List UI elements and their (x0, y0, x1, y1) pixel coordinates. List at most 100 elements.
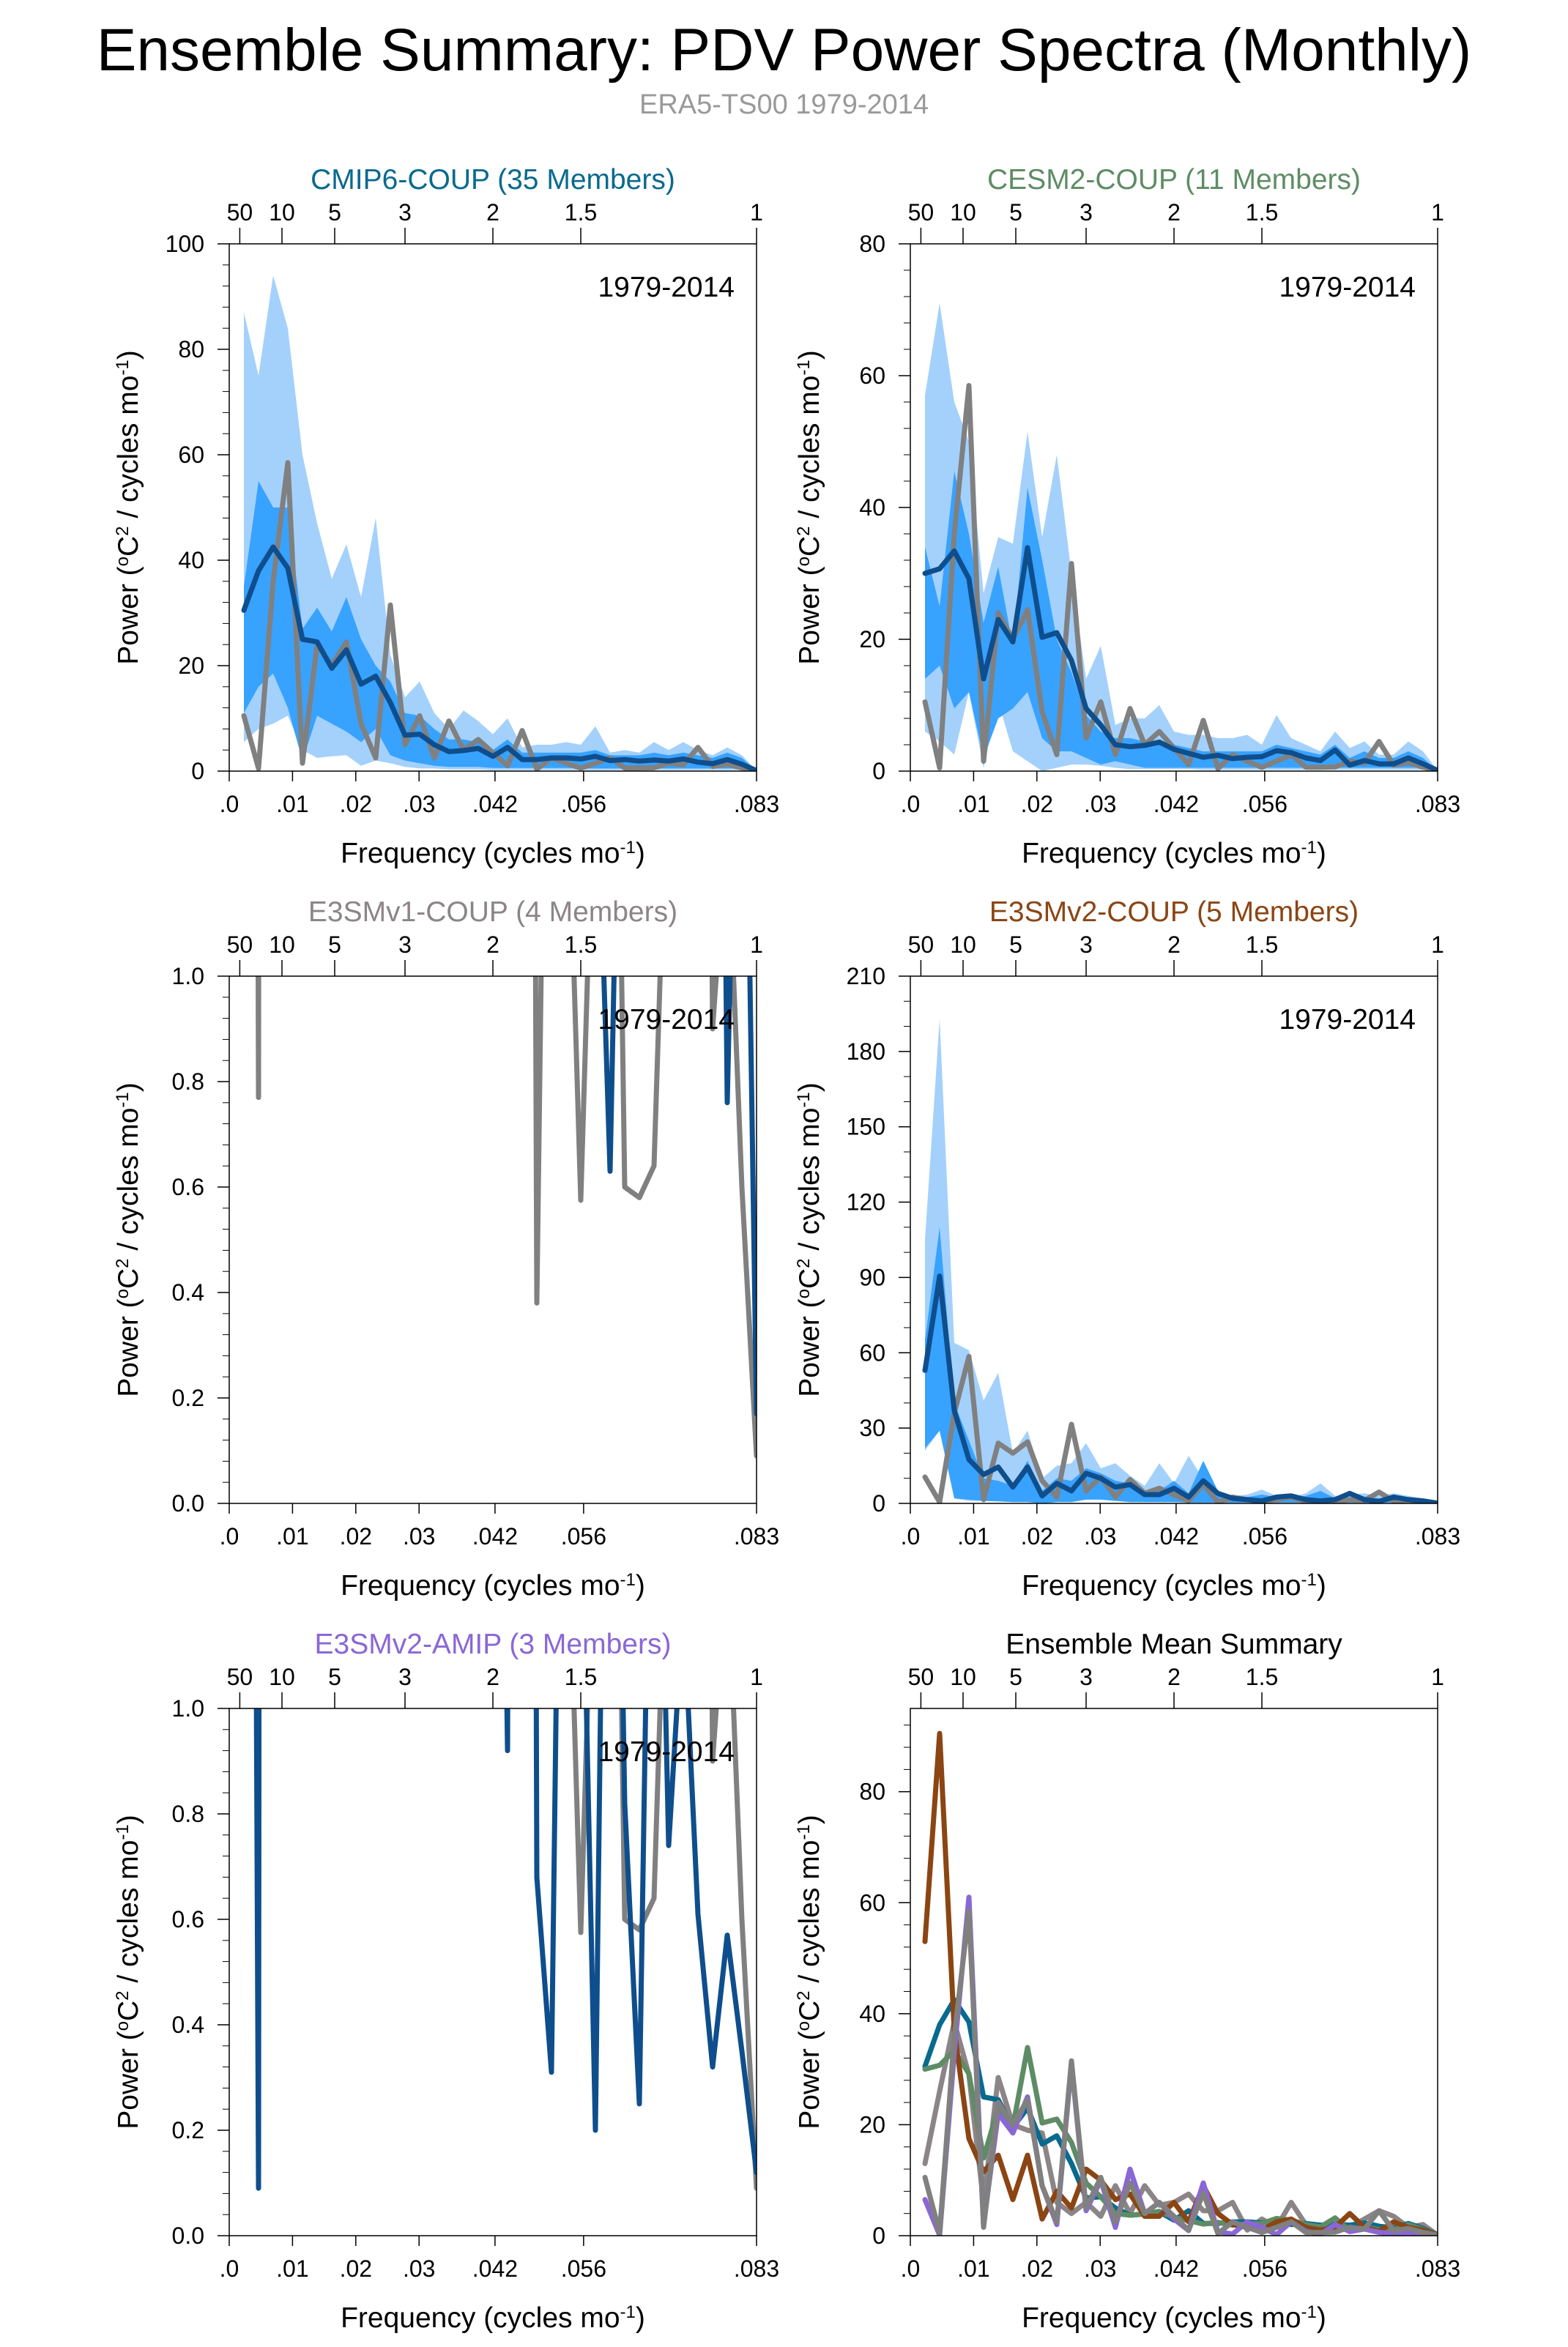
x-tick-label: .083 (734, 1523, 779, 1550)
y-axis-title: Power (oC2 / cycles mo-1) (113, 350, 145, 664)
x-tick-label: .083 (1415, 1523, 1460, 1550)
y-axis-title: Power (oC2 / cycles mo-1) (113, 1815, 145, 2129)
panel-cesm2: 0 20 40 60 80 .0 .01 .02 .03 .042 .056 .083 50 10 5 3 2 1… (794, 164, 1461, 869)
x-tick-label: .03 (1084, 2255, 1116, 2282)
panel-title: E3SMv2-COUP (5 Members) (989, 896, 1359, 928)
x-tick-label: .042 (472, 791, 518, 817)
top-period-label: 5 (1009, 1664, 1022, 1690)
x-tick-label: .03 (403, 2255, 435, 2282)
inner-spread-band (925, 1227, 1438, 1503)
top-period-label: 50 (227, 1664, 253, 1690)
top-period-label: 10 (269, 931, 295, 958)
top-period-label: 1.5 (1246, 1664, 1278, 1690)
top-period-label: 2 (486, 199, 499, 226)
top-period-label: 2 (486, 1664, 499, 1690)
x-tick-label: .01 (276, 1523, 308, 1550)
y-axis-title: Power (oC2 / cycles mo-1) (794, 1815, 826, 2129)
plot-area (922, 1730, 1438, 2236)
y-tick-label: 60 (859, 1889, 885, 1916)
y-tick-label: 0.6 (172, 1174, 204, 1200)
period-annotation: 1979-2014 (1279, 1004, 1416, 1035)
y-axis-title: Power (oC2 / cycles mo-1) (794, 350, 826, 664)
x-tick-label: .0 (220, 791, 239, 817)
cesm2-coup-line (922, 2045, 1438, 2236)
plot-area (922, 303, 1438, 771)
y-tick-label: 1.0 (172, 1695, 204, 1722)
panel-e3smv2coup: 0306090120150180210.0.01.02.03.042.056.0… (794, 896, 1461, 1602)
top-period-label: 2 (1167, 1664, 1181, 1690)
top-period-label: 1 (750, 1664, 763, 1690)
x-tick-label: .042 (1153, 1523, 1199, 1550)
x-axis-title: Frequency (cycles mo-1) (341, 838, 645, 870)
x-tick-label: .042 (1153, 2255, 1199, 2282)
panel-title: E3SMv1-COUP (4 Members) (308, 896, 677, 928)
y-tick-label: 60 (859, 1339, 885, 1366)
x-tick-label: .01 (276, 2255, 308, 2282)
y-tick-label: 20 (859, 626, 885, 652)
x-tick-label: .042 (472, 2255, 518, 2282)
top-period-label: 2 (1167, 931, 1181, 958)
figure-title: Ensemble Summary: PDV Power Spectra (Mon… (96, 17, 1472, 83)
plot-frame (228, 1708, 757, 2236)
x-tick-label: .083 (1415, 2255, 1460, 2282)
x-axis-title: Frequency (cycles mo-1) (1022, 838, 1326, 870)
x-axis-title: Frequency (cycles mo-1) (1022, 2302, 1326, 2335)
top-period-label: 3 (1080, 931, 1093, 958)
y-tick-label: 0.6 (172, 1906, 204, 1933)
x-tick-label: .01 (957, 1523, 989, 1550)
outer-spread-band (925, 1019, 1438, 1503)
period-annotation: 1979-2014 (598, 272, 735, 303)
top-period-label: 10 (950, 931, 976, 958)
top-period-label: 10 (269, 199, 295, 226)
x-tick-label: .03 (403, 1523, 435, 1550)
panel-title: CESM2-COUP (11 Members) (987, 164, 1361, 196)
top-period-label: 5 (1009, 931, 1022, 958)
x-tick-label: .0 (901, 791, 921, 817)
panel-title: CMIP6-COUP (35 Members) (311, 164, 675, 196)
x-tick-label: .083 (734, 791, 779, 817)
y-tick-label: 80 (178, 336, 204, 362)
y-tick-label: 0 (872, 2223, 885, 2249)
x-tick-label: .056 (561, 1523, 606, 1550)
top-period-label: 1.5 (565, 1664, 597, 1690)
x-tick-label: .02 (340, 1523, 372, 1550)
top-period-label: 2 (486, 931, 499, 958)
x-tick-label: .01 (957, 791, 989, 817)
cmip6-coup-ensemble-mean-line (241, 544, 757, 771)
x-tick-label: .03 (403, 791, 435, 817)
y-tick-label: 40 (859, 2001, 885, 2027)
era5-ts00-line (922, 1353, 1438, 1503)
y-tick-label: 0.4 (172, 2012, 204, 2038)
y-tick-label: 0.2 (172, 1385, 204, 1411)
x-tick-label: .0 (220, 1523, 239, 1550)
top-period-label: 3 (398, 1664, 412, 1690)
y-tick-label: 0.8 (172, 1801, 204, 1827)
top-period-label: 5 (328, 199, 341, 226)
plot-area (241, 275, 757, 771)
panel-cmip6: 0 20 40 60 80 100 .0 .01 .02 .03 .042 .056 .083 50 10 5… (113, 164, 780, 869)
x-tick-label: .02 (1021, 791, 1053, 817)
top-period-label: 1 (1431, 199, 1444, 226)
y-tick-label: 0.0 (172, 1490, 204, 1517)
y-tick-label: 0 (191, 758, 204, 784)
inner-spread-band (244, 481, 757, 771)
top-period-label: 5 (328, 1664, 341, 1690)
x-axis-title: Frequency (cycles mo-1) (1022, 1570, 1326, 1602)
x-tick-label: .083 (1415, 791, 1460, 817)
period-annotation: 1979-2014 (598, 1004, 735, 1035)
x-tick-label: .056 (1242, 791, 1288, 817)
y-tick-label: 80 (859, 1779, 885, 1805)
panel-title: Ensemble Mean Summary (1006, 1629, 1342, 1660)
y-tick-label: 90 (859, 1264, 885, 1290)
y-tick-label: 1.0 (172, 963, 204, 989)
x-tick-label: .03 (1084, 1523, 1116, 1550)
top-period-label: 1 (750, 931, 763, 958)
top-period-label: 2 (1167, 199, 1181, 226)
panel-e3smv2amip: 0.0 0.2 0.4 0.6 0.8 1.0 .0 .01 .02 .03 .042 .056 .08… (113, 1629, 780, 2334)
x-tick-label: .01 (957, 2255, 989, 2282)
x-tick-label: .056 (1242, 1523, 1288, 1550)
x-tick-label: .01 (276, 791, 308, 817)
y-axis-title: Power (oC2 / cycles mo-1) (113, 1082, 145, 1396)
top-period-label: 1 (1431, 1664, 1444, 1690)
era5-ts00-line (922, 1908, 1438, 2236)
